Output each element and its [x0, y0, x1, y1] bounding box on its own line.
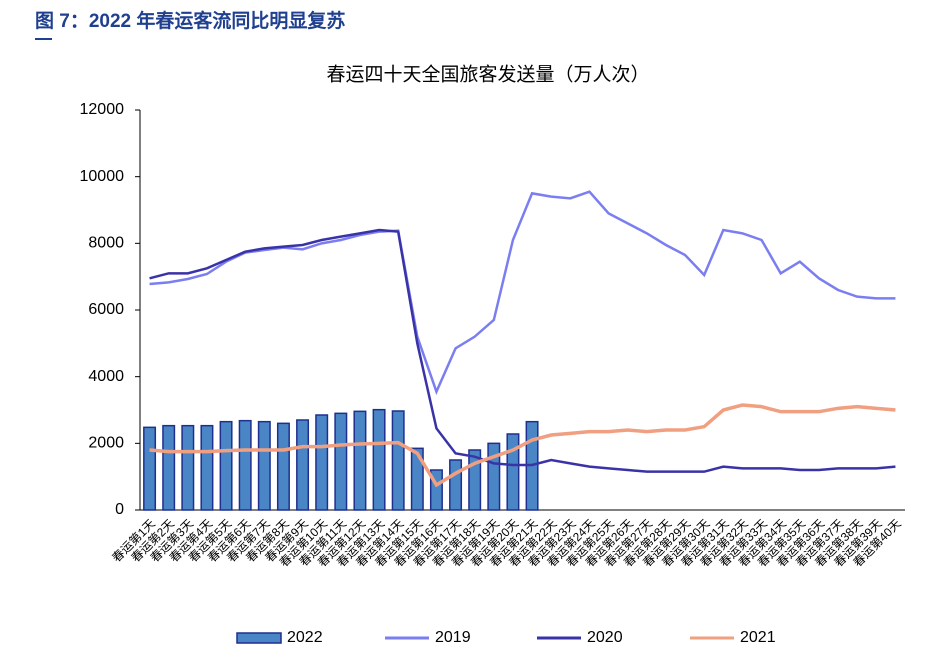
bar: [181, 424, 195, 511]
y-tick-label: 4000: [88, 368, 124, 385]
bar: [506, 433, 520, 511]
bar: [372, 408, 386, 511]
page-title: 图 7：2022 年春运客流同比明显复苏: [35, 9, 345, 32]
y-tick-label: 10000: [80, 168, 125, 185]
bar: [315, 414, 329, 511]
bar: [276, 422, 290, 511]
line-series: [149, 228, 896, 473]
legend-label: 2020: [587, 629, 623, 646]
y-tick-label: 8000: [88, 235, 124, 252]
bar: [410, 447, 424, 511]
chart-title: 春运四十天全国旅客发送量（万人次）: [326, 63, 649, 85]
bar: [353, 410, 367, 511]
line-series: [149, 190, 896, 396]
bar: [429, 469, 443, 511]
bar: [296, 419, 310, 511]
bar: [200, 424, 214, 511]
bar: [238, 419, 252, 511]
bar: [257, 420, 271, 511]
bar: [334, 412, 348, 511]
bar: [143, 426, 157, 511]
legend-label: 2021: [740, 629, 776, 646]
bar: [468, 449, 482, 511]
y-tick-label: 0: [115, 501, 124, 518]
bar: [391, 410, 405, 511]
bar: [219, 420, 233, 511]
bar: [487, 442, 501, 511]
legend-swatch: [236, 632, 282, 644]
y-tick-label: 12000: [80, 101, 125, 118]
legend-label: 2022: [287, 629, 323, 646]
bar: [162, 424, 176, 511]
bar: [449, 459, 463, 511]
y-tick-label: 6000: [88, 301, 124, 318]
line-series: [149, 403, 896, 488]
y-tick-label: 2000: [88, 435, 124, 452]
legend-label: 2019: [435, 629, 471, 646]
